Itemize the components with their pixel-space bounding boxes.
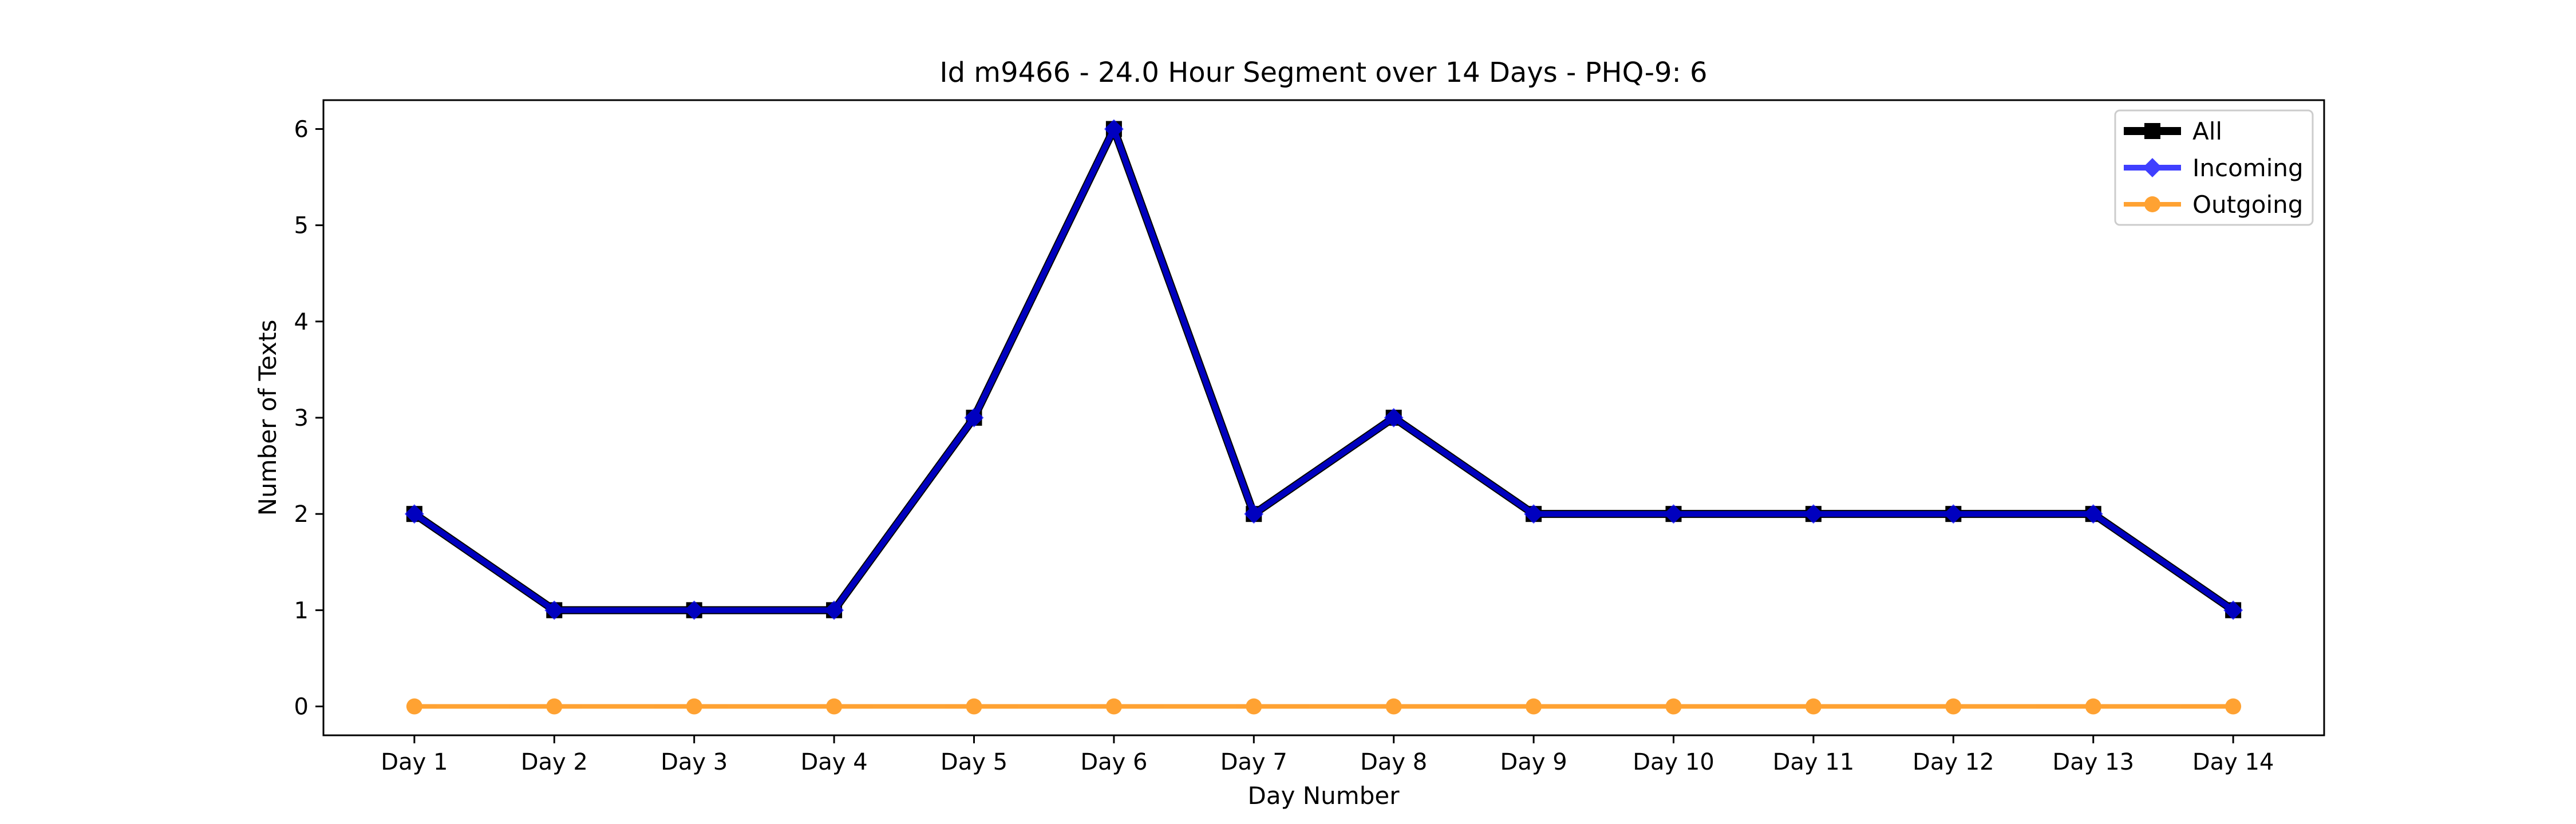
x-tick-label: Day 4 <box>801 749 868 775</box>
legend-swatch-incoming <box>2124 158 2181 177</box>
data-point-incoming <box>1384 408 1404 427</box>
x-tick-label: Day 14 <box>2192 749 2274 775</box>
data-point-incoming <box>684 600 704 620</box>
legend-label-incoming: Incoming <box>2192 154 2304 182</box>
x-tick-label: Day 6 <box>1080 749 1147 775</box>
x-tick-label: Day 3 <box>661 749 728 775</box>
data-point-incoming <box>404 504 424 524</box>
chart-title: Id m9466 - 24.0 Hour Segment over 14 Day… <box>939 57 1707 89</box>
legend-label-all: All <box>2192 117 2222 145</box>
x-tick-label: Day 5 <box>941 749 1008 775</box>
y-tick-label: 6 <box>294 116 309 142</box>
data-point-incoming <box>2083 504 2103 524</box>
data-point-incoming <box>1244 504 1264 524</box>
y-tick-label: 0 <box>294 694 309 720</box>
legend-marker-incoming <box>2143 158 2162 177</box>
y-axis-label: Number of Texts <box>254 320 282 516</box>
data-point-outgoing <box>406 698 422 715</box>
legend: All Incoming Outgoing <box>2114 109 2314 226</box>
data-point-incoming <box>1804 504 1823 524</box>
data-point-outgoing <box>2085 698 2101 715</box>
series-line-all <box>412 125 2236 615</box>
x-tick-label: Day 10 <box>1633 749 1714 775</box>
data-point-outgoing <box>1385 698 1402 715</box>
y-tick-label: 5 <box>294 213 309 239</box>
data-point-outgoing <box>826 698 843 715</box>
y-tick-label: 1 <box>294 597 309 624</box>
legend-label-outgoing: Outgoing <box>2192 191 2303 219</box>
x-tick-label: Day 2 <box>521 749 588 775</box>
data-point-incoming <box>964 408 984 427</box>
data-point-outgoing <box>1246 698 1262 715</box>
data-point-outgoing <box>1665 698 1682 715</box>
data-point-incoming <box>544 600 564 620</box>
legend-swatch-outgoing <box>2124 196 2181 212</box>
series-line-incoming <box>413 126 2235 613</box>
data-point-outgoing <box>1945 698 1962 715</box>
data-point-outgoing <box>1805 698 1822 715</box>
data-point-incoming <box>824 600 844 620</box>
series-all <box>406 121 2242 619</box>
data-point-outgoing <box>2225 698 2242 715</box>
y-tick-label: 3 <box>294 405 309 431</box>
x-tick-label: Day 1 <box>381 749 448 775</box>
legend-marker-all <box>2144 123 2160 139</box>
x-tick-label: Day 11 <box>1773 749 1855 775</box>
legend-frame <box>2114 109 2314 226</box>
x-tick-label: Day 12 <box>1913 749 1994 775</box>
data-point-incoming <box>1664 504 1684 524</box>
y-tick-label: 2 <box>294 501 309 528</box>
data-point-incoming <box>2223 600 2243 620</box>
y-tick-label: 4 <box>294 309 309 335</box>
data-point-outgoing <box>1105 698 1122 715</box>
data-point-outgoing <box>1526 698 1542 715</box>
data-point-incoming <box>1524 504 1544 524</box>
series-incoming <box>404 119 2243 620</box>
x-tick-label: Day 8 <box>1360 749 1427 775</box>
data-point-outgoing <box>686 698 702 715</box>
data-point-incoming <box>1104 119 1124 139</box>
x-tick-label: Day 7 <box>1220 749 1287 775</box>
legend-marker-outgoing <box>2144 196 2160 212</box>
data-point-incoming <box>1943 504 1963 524</box>
series-outgoing <box>406 698 2242 715</box>
x-tick-label: Day 13 <box>2052 749 2134 775</box>
x-axis-label: Day Number <box>1247 782 1400 810</box>
data-point-outgoing <box>966 698 982 715</box>
data-point-outgoing <box>546 698 563 715</box>
plot-frame <box>322 99 2325 736</box>
x-tick-label: Day 9 <box>1500 749 1567 775</box>
legend-swatch-all <box>2124 123 2181 139</box>
